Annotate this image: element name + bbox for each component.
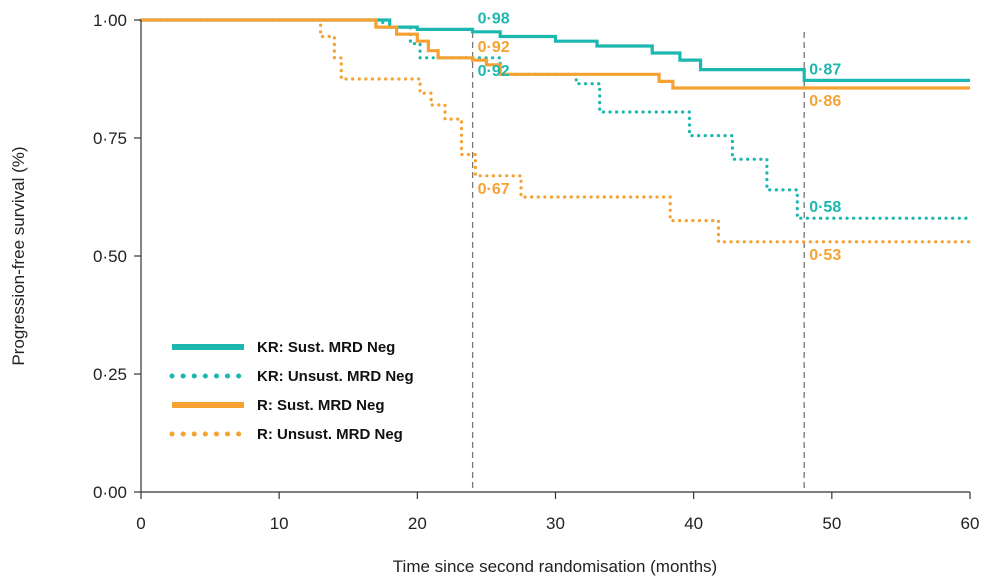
series-layer <box>139 18 972 244</box>
annotation-label: 0·92 <box>478 63 510 80</box>
annotation-label: 0·67 <box>478 181 510 198</box>
annotation-label: 0·53 <box>809 247 841 264</box>
ticks: 0 10 20 30 40 50 60 0·00 0·25 0·50 0·75 1·00 <box>93 11 979 533</box>
x-tick-label: 50 <box>822 514 841 533</box>
x-tick-label: 40 <box>684 514 703 533</box>
x-axis-title: Time since second randomisation (months) <box>393 557 717 576</box>
x-tick-label: 20 <box>408 514 427 533</box>
legend: KR: Sust. MRD Neg KR: Unsust. MRD Neg R: S… <box>169 339 414 443</box>
series-line-3 <box>141 18 970 90</box>
annotation-label: 0·98 <box>478 10 510 27</box>
axes <box>140 20 970 493</box>
annotations: 0·98 0·92 0·92 0·67 0·87 0·86 0·58 0·53 <box>478 10 842 263</box>
annotation-label: 0·86 <box>809 93 841 110</box>
y-tick-label: 0·00 <box>93 483 127 502</box>
y-tick-label: 0·25 <box>93 365 127 384</box>
legend-label: R: Sust. MRD Neg <box>257 397 385 414</box>
annotation-label: 0·87 <box>809 61 841 78</box>
y-axis-title: Progression-free survival (%) <box>9 146 28 365</box>
series-line-4 <box>139 18 972 244</box>
legend-label: R: Unsust. MRD Neg <box>257 426 403 443</box>
y-tick-label: 1·00 <box>93 11 127 30</box>
series-line-1 <box>141 18 970 82</box>
annotation-label: 0·58 <box>809 199 841 216</box>
legend-label: KR: Sust. MRD Neg <box>257 339 395 356</box>
series-line-2 <box>139 18 972 220</box>
x-tick-label: 30 <box>546 514 565 533</box>
y-tick-label: 0·50 <box>93 247 127 266</box>
x-tick-label: 0 <box>136 514 145 533</box>
x-tick-label: 10 <box>270 514 289 533</box>
reference-lines <box>471 32 805 492</box>
legend-label: KR: Unsust. MRD Neg <box>257 368 414 385</box>
y-tick-label: 0·75 <box>93 129 127 148</box>
x-tick-label: 60 <box>961 514 980 533</box>
annotation-label: 0·92 <box>478 39 510 56</box>
